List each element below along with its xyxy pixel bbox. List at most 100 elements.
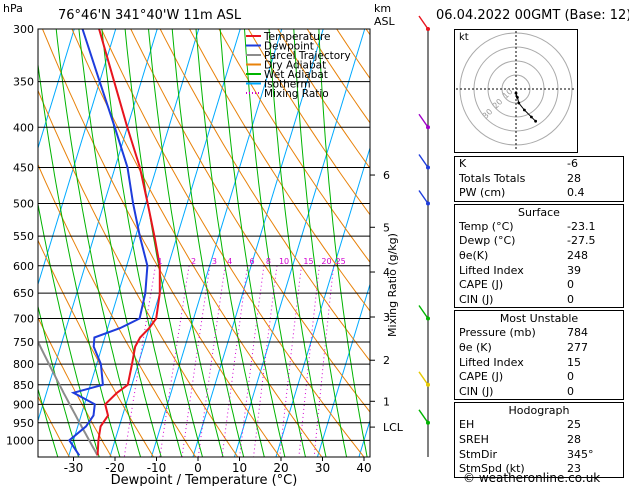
panel-row: CIN (J) 0 xyxy=(455,293,623,308)
wet-adiabat-line xyxy=(293,29,348,457)
wet-adiabat-line xyxy=(148,29,224,457)
wet-adiabat-line xyxy=(38,304,79,457)
panel-row: Dewp (°C) -27.5 xyxy=(455,234,623,249)
panel-row-value: 0 xyxy=(567,292,574,306)
panel-section-title: Surface xyxy=(518,205,560,219)
parcel-trajectory-line xyxy=(38,339,99,456)
km-tick-label: 4 xyxy=(383,266,390,279)
wet-adiabat-line xyxy=(219,29,286,457)
km-tick-label: 6 xyxy=(383,169,390,182)
panel-row-label: Dewp (°C) xyxy=(459,234,516,248)
panel-row-label: EH xyxy=(459,418,475,432)
dry-adiabat-line xyxy=(130,29,370,413)
temperature-tick-label: 30 xyxy=(315,461,330,475)
wind-barb xyxy=(418,305,429,319)
panel-row: StmSpd (kt) 23 xyxy=(455,462,623,477)
temperature-tick-label: -20 xyxy=(105,461,125,475)
pressure-tick-label: 450 xyxy=(13,162,34,175)
panel-section-title: Most Unstable xyxy=(499,312,579,326)
wet-adiabat-line xyxy=(268,29,327,457)
km-tick-label: LCL xyxy=(383,421,404,434)
mixing-ratio-label: 6 xyxy=(249,257,254,266)
dry-adiabat-line xyxy=(277,29,370,170)
km-unit-label: km xyxy=(374,2,392,15)
wind-barb-dot xyxy=(426,316,430,321)
isotherm-line xyxy=(275,146,370,457)
legend-label: Dry Adiabat xyxy=(264,60,326,72)
panel-section: Surface Temp (°C) -23.1 Dewp (°C) -27.5 θe(K)… xyxy=(454,203,624,309)
wind-barb-dot xyxy=(426,382,430,387)
legend-label: Dewpoint xyxy=(264,41,314,53)
panel-row-value: 345° xyxy=(567,447,594,461)
panel-row-value: 248 xyxy=(567,248,588,262)
mixing-ratio-line xyxy=(279,265,302,457)
mixing-ratio-label: 1 xyxy=(157,257,162,266)
panel-row: θe(K) 248 xyxy=(455,249,623,264)
panel-row: Lifted Index 15 xyxy=(455,356,623,371)
panel-row-label: CIN (J) xyxy=(459,384,494,398)
pressure-tick-label: 300 xyxy=(13,23,34,36)
panel-row-label: CAPE (J) xyxy=(459,278,504,292)
panel-row-value: 784 xyxy=(567,326,588,340)
mixing-ratio-label: 15 xyxy=(303,257,313,266)
hodograph: kt 10 20 30 xyxy=(454,29,578,157)
panel-row-value: 25 xyxy=(567,418,581,432)
pressure-tick-label: 1000 xyxy=(6,434,34,447)
temperature-profile-line xyxy=(96,29,161,456)
isotherm-line xyxy=(38,29,75,150)
wind-barb xyxy=(418,190,429,204)
panel-row-label: K xyxy=(459,157,467,170)
pressure-tick-label: 800 xyxy=(13,358,34,371)
mixing-ratio-axis-label: Mixing Ratio (g/kg) xyxy=(386,233,399,337)
mixing-ratio-label: 10 xyxy=(279,257,289,266)
hodograph-point xyxy=(514,91,518,95)
wet-adiabat-line xyxy=(171,29,245,457)
plot-frame xyxy=(37,28,371,458)
panel-row-label: SREH xyxy=(459,432,489,446)
panel-row-value: 0 xyxy=(567,384,574,398)
indices-panel: K -6 Totals Totals 28 PW (cm) 0.4 Surface Temp … xyxy=(454,156,624,480)
x-axis-label: Dewpoint / Temperature (°C) xyxy=(111,473,298,486)
legend-label: Mixing Ratio xyxy=(264,88,329,100)
wind-barb xyxy=(418,371,429,386)
wind-barb xyxy=(418,409,429,424)
mixing-ratio-label: 8 xyxy=(266,257,271,266)
wet-adiabat-line xyxy=(55,29,142,457)
temperature-tick-label: 0 xyxy=(194,461,202,475)
wet-adiabat-line xyxy=(78,29,162,457)
wind-barb-dot xyxy=(426,201,430,206)
panel-row: Totals Totals 28 xyxy=(455,172,623,187)
dry-adiabat-line xyxy=(100,29,365,457)
panel-row: Lifted Index 39 xyxy=(455,264,623,279)
panel-row: CAPE (J) 0 xyxy=(455,370,623,385)
pressure-tick-label: 750 xyxy=(13,336,34,349)
panel-row-value: 23 xyxy=(567,462,581,476)
panel-section-title: Hodograph xyxy=(508,404,570,418)
hodograph-point xyxy=(523,108,526,112)
panel-row: PW (cm) 0.4 xyxy=(455,186,623,201)
isotherm-line xyxy=(38,29,158,423)
hodograph-point xyxy=(517,101,521,105)
mixing-ratio-line xyxy=(123,265,156,457)
panel-row: StmDir 345° xyxy=(455,448,623,463)
isotherm-line xyxy=(150,29,283,457)
panel-row-value: 39 xyxy=(567,263,581,277)
panel-row-value: 15 xyxy=(567,355,581,369)
wet-adiabat-line xyxy=(101,29,183,457)
km-tick-label: 2 xyxy=(383,354,390,367)
mixing-ratio-line xyxy=(221,265,248,457)
panel-row-label: Pressure (mb) xyxy=(459,326,536,340)
isotherm-line xyxy=(109,29,241,457)
legend-label: Temperature xyxy=(263,31,331,43)
wind-barb-dot xyxy=(426,125,430,130)
dry-adiabat-line xyxy=(71,29,323,457)
panel-row-value: 28 xyxy=(567,432,581,446)
wind-barb-dot xyxy=(426,165,430,170)
hpa-unit-label: hPa xyxy=(3,2,23,15)
mixing-ratio-line xyxy=(181,265,211,457)
panel-row-value: 0.4 xyxy=(567,186,585,200)
dry-adiabat-line xyxy=(38,395,70,457)
pressure-tick-label: 500 xyxy=(13,198,34,211)
panel-row-label: Totals Totals xyxy=(459,171,526,185)
temperature-tick-label: 40 xyxy=(356,461,371,475)
